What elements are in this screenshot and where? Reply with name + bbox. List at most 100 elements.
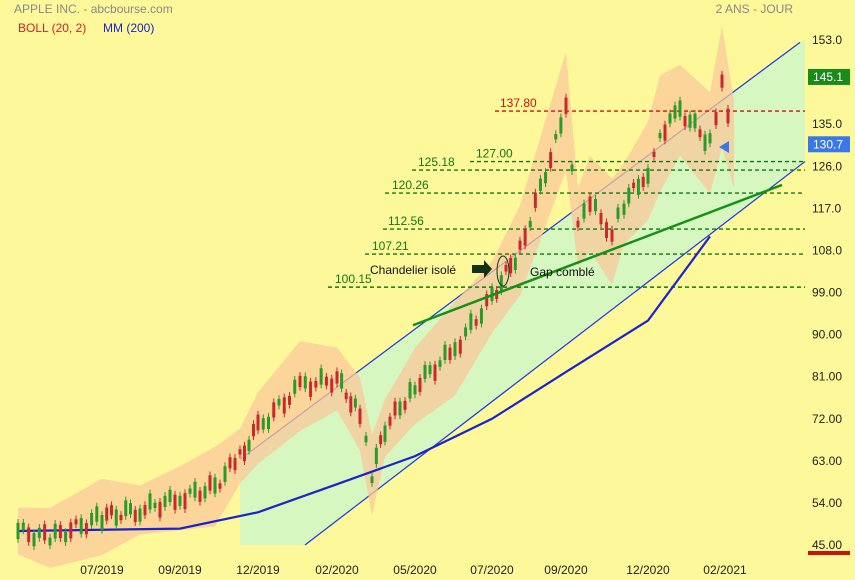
candle-body (193, 481, 197, 498)
y-tick-label: 153.0 (812, 33, 842, 47)
candle-body (314, 381, 318, 388)
candle-body (95, 506, 99, 522)
candle-body (413, 385, 417, 395)
candle-body (538, 178, 542, 191)
candle-body (349, 396, 353, 413)
candle-body (388, 416, 392, 426)
candle-body (203, 486, 207, 499)
candle-body (27, 527, 31, 543)
candle-body (658, 132, 662, 139)
candle-body (158, 501, 162, 518)
candle-body (183, 493, 187, 510)
candle-body (119, 514, 123, 521)
candle-body (403, 400, 407, 410)
level-label-100-15: 100.15 (335, 272, 372, 286)
legend-mm200: MM (200) (103, 21, 155, 35)
level-label-112-56: 112.56 (388, 214, 424, 228)
candle-body (599, 212, 603, 225)
candle-body (588, 196, 592, 212)
price-badge-high (808, 68, 850, 85)
candle-body (256, 414, 260, 431)
candle-body (418, 377, 422, 392)
candle-body (340, 373, 344, 389)
candle-body (636, 178, 640, 195)
candle-body (272, 402, 276, 418)
support-trendline (412, 183, 783, 327)
x-tick-label: 07/2020 (470, 563, 514, 577)
channel-lower-line (304, 161, 806, 546)
candle-body (208, 475, 212, 491)
candle-body (218, 483, 222, 489)
y-tick-label: 63.00 (812, 454, 842, 468)
level-label-137-80: 137.80 (500, 96, 537, 110)
candle-body (448, 347, 452, 360)
y-tick-label: 45.00 (812, 538, 842, 552)
candle-body (549, 152, 553, 168)
candle-body (726, 108, 730, 124)
candle-body (344, 392, 348, 400)
candle-body (641, 176, 645, 187)
y-tick-label: 117.0 (812, 201, 841, 215)
candle-body (479, 308, 483, 324)
candle-body (353, 398, 357, 408)
candle-body (544, 172, 548, 184)
candle-body (129, 503, 132, 515)
candle-body (53, 523, 57, 539)
arrow-left-icon (719, 141, 738, 153)
x-tick-label: 09/2019 (158, 563, 202, 577)
candle-body (610, 229, 614, 242)
candle-body (238, 449, 242, 455)
chart-period: 2 ANS - JOUR (715, 2, 793, 16)
candle-body (523, 229, 527, 246)
y-tick-label: 135.0 (812, 117, 842, 131)
candle-body (703, 134, 707, 151)
isolated-candle-marker (496, 255, 510, 287)
candle-body (474, 319, 478, 326)
candle-body (708, 133, 712, 144)
candle-body (163, 495, 167, 508)
x-tick-label: 12/2020 (626, 563, 670, 577)
candle-body (173, 494, 177, 510)
candle-body (233, 457, 237, 471)
y-tick-label: 72.00 (812, 412, 842, 426)
candle-body (594, 198, 597, 212)
candle-body (16, 522, 20, 540)
x-tick-label: 02/2021 (703, 563, 747, 577)
candle-body (319, 368, 323, 385)
candle-body (564, 97, 568, 114)
candle-body (79, 518, 83, 534)
annotation-gap: Gap comblé (530, 265, 595, 279)
candle-body (443, 344, 447, 360)
price-badge-label-high: 145.1 (813, 70, 843, 84)
level-label-120-26: 120.26 (392, 178, 429, 192)
candle-body (84, 523, 88, 535)
candle-body (646, 167, 650, 184)
candle-body (632, 182, 636, 189)
candle-body (714, 112, 718, 126)
candle-body (576, 220, 580, 228)
price-badge-label-last: 130.7 (813, 137, 843, 151)
candle-body (504, 264, 508, 272)
candle-body (277, 399, 281, 406)
candle-body (330, 378, 334, 393)
x-tick-label: 05/2020 (393, 563, 437, 577)
candle-body (464, 327, 468, 337)
candle-body (138, 508, 142, 522)
level-label-125-18: 125.18 (418, 155, 455, 169)
candle-body (528, 220, 532, 228)
candle-body (582, 203, 586, 219)
candle-body (428, 365, 432, 375)
candle-body (398, 401, 402, 416)
candle-body (64, 531, 68, 543)
candle-body (261, 418, 265, 430)
candle-body (683, 116, 687, 127)
candle-body (688, 114, 692, 128)
candle-body (720, 74, 724, 88)
candle-body (223, 466, 227, 482)
candle-body (433, 364, 437, 381)
candle-body (282, 397, 286, 414)
x-tick-label: 12/2019 (236, 563, 280, 577)
candle-body (663, 124, 667, 141)
candle-body (188, 488, 192, 494)
